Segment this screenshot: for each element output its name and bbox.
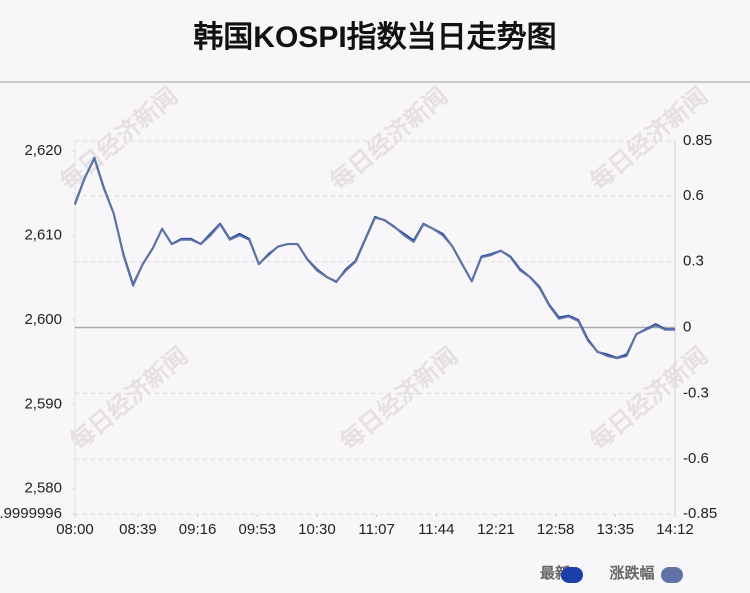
chart-title: 韩国KOSPI指数当日走势图 — [193, 21, 556, 54]
y-tick-label: 2,620 — [24, 142, 62, 159]
x-tick-label: 12:58 — [537, 521, 575, 538]
x-tick-label: 09:53 — [238, 521, 276, 538]
y2-tick-label: 0.3 — [683, 253, 704, 270]
x-tick-label: 13:35 — [597, 521, 635, 538]
x-tick-label: 08:00 — [56, 521, 94, 538]
legend-label: 涨跌幅 — [609, 564, 654, 582]
x-tick-label: 09:16 — [179, 521, 217, 538]
y2-tick-label: 0.6 — [683, 187, 704, 204]
x-tick-label: 08:39 — [119, 521, 157, 538]
y-tick-label: 2,580 — [24, 480, 62, 497]
series-line — [74, 157, 675, 360]
y2-tick-label: -0.3 — [683, 384, 709, 401]
y2-tick-label: -0.85 — [683, 505, 717, 522]
y-tick-label: 2,610 — [24, 226, 62, 243]
x-tick-label: 12:21 — [477, 521, 515, 538]
y2-tick-label: 0.85 — [683, 132, 712, 149]
legend-swatch — [661, 567, 683, 583]
y2-tick-label: 0 — [683, 318, 691, 335]
legend-swatch — [561, 567, 583, 583]
y-tick-label: 2,576.9999996 — [0, 505, 62, 522]
x-tick-label: 11:07 — [358, 521, 394, 538]
x-tick-label: 11:44 — [418, 521, 454, 538]
x-tick-label: 14:12 — [656, 521, 694, 538]
y2-tick-label: -0.6 — [683, 450, 709, 467]
y-tick-label: 2,590 — [24, 395, 62, 412]
x-tick-label: 10:30 — [298, 521, 336, 538]
y-tick-label: 2,600 — [24, 311, 62, 328]
